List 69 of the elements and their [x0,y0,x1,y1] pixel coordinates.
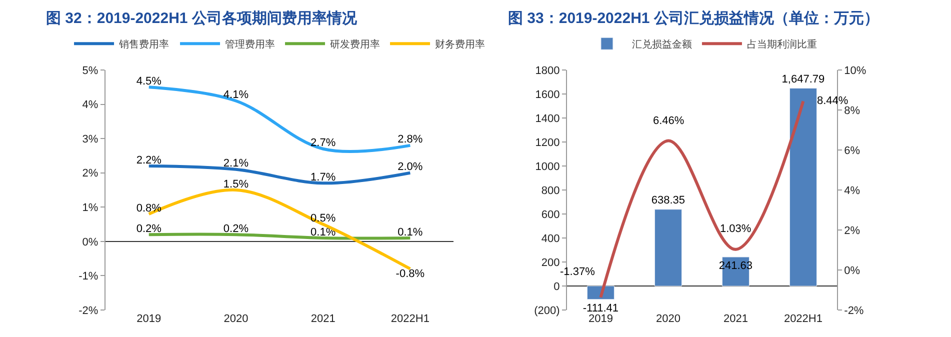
y-tick-label: 600 [541,208,560,221]
y-tick-label: 3% [82,133,98,146]
x-tick-label: 2019 [136,313,162,325]
data-label: 4.5% [136,75,162,88]
chart-title: 图 32：2019-2022H1 公司各项期间费用率情况 [46,9,358,27]
y-tick-label: 5% [82,64,98,77]
x-tick-label: 2021 [310,313,336,325]
y-tick-label: (200) [534,304,560,317]
y-tick-label: 200 [541,256,560,269]
legend-label: 汇兑损益金额 [632,38,692,50]
y-tick-label: -1% [78,270,98,283]
y-tick-label: 2% [82,168,98,180]
data-label: 6.46% [653,115,684,127]
data-label: 0.1% [310,226,336,238]
x-tick-label: 2021 [723,313,748,325]
x-tick-label: 2020 [656,313,680,325]
y2-tick-label: 6% [844,144,860,157]
data-label: 2.8% [398,134,423,146]
y-tick-label: 4% [82,99,98,112]
data-label: 1.7% [310,171,336,184]
y-tick-label: 0% [82,236,98,248]
bar [789,88,817,286]
legend-label: 研发费用率 [330,38,380,50]
data-label: 2.1% [223,158,249,170]
data-label: -0.8% [396,268,425,280]
data-label: 2.7% [310,137,336,150]
data-label: 8.44% [817,95,848,107]
data-label: 0.1% [398,226,423,238]
bar [586,286,614,300]
y-tick-label: 1800 [535,64,560,77]
x-tick-label: 2022H1 [784,313,822,325]
y2-tick-label: 8% [844,104,860,117]
y-tick-label: 0 [554,280,560,293]
data-label: 0.2% [136,222,162,235]
y2-tick-label: 10% [844,64,866,77]
y-tick-label: 1400 [535,112,560,125]
y-tick-label: 1000 [535,160,560,173]
x-tick-label: 2022H1 [390,313,430,325]
y2-tick-label: 0% [844,264,860,277]
data-label: -111.41 [582,302,619,314]
legend-label: 销售费用率 [118,38,170,50]
legend-label: 管理费用率 [225,38,276,50]
data-label: 0.5% [310,212,336,225]
bar [654,209,682,286]
line-series [599,100,805,299]
legend-label: 占当期利润比重 [746,38,817,50]
chart-title: 图 33：2019-2022H1 公司汇兑损益情况（单位：万元） [508,10,879,27]
y-tick-label: 1200 [535,136,560,149]
data-label: 2.0% [398,161,423,174]
y-tick-label: 1600 [535,88,560,101]
y-tick-label: -2% [78,304,98,317]
x-tick-label: 2019 [588,313,613,325]
data-label: -1.37% [560,266,596,278]
y2-tick-label: 2% [844,224,860,237]
y2-tick-label: 4% [844,184,860,197]
y-tick-label: 400 [541,232,560,245]
y-tick-label: 1% [82,202,98,214]
y-tick-label: 800 [541,184,560,197]
data-label: 0.2% [223,222,249,235]
data-label: 638.35 [651,194,686,206]
data-label: 0.8% [136,202,162,214]
data-label: 2.2% [136,154,162,166]
data-label: 1.5% [223,178,249,190]
y2-tick-label: -2% [844,304,864,317]
data-label: 4.1% [223,89,249,102]
x-tick-label: 2020 [224,313,248,325]
data-label: 1.03% [720,223,752,235]
data-label: 1,647.79 [782,73,825,86]
legend-label: 财务费用率 [435,38,486,50]
